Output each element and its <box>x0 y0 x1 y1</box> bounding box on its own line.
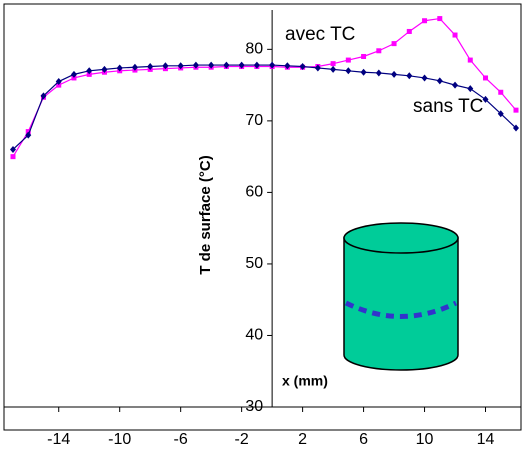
marker <box>497 110 504 118</box>
marker <box>452 32 458 38</box>
annotation: avec TC <box>285 24 355 45</box>
marker <box>513 107 519 113</box>
marker <box>391 70 398 78</box>
marker <box>25 129 31 135</box>
marker <box>361 53 367 59</box>
x-tick-label: 14 <box>477 431 495 448</box>
marker <box>131 63 138 71</box>
x-axis-title: x (mm) <box>282 373 328 389</box>
marker <box>422 18 428 24</box>
marker <box>498 89 504 95</box>
marker <box>147 63 154 71</box>
marker <box>437 16 443 22</box>
marker <box>162 62 169 70</box>
marker <box>299 63 306 71</box>
marker <box>269 61 276 69</box>
marker <box>40 92 47 100</box>
marker <box>86 67 93 75</box>
marker <box>391 41 397 47</box>
y-tick-label: 80 <box>245 41 263 58</box>
plot-frame <box>3 3 522 431</box>
marker <box>55 78 62 86</box>
series-line <box>12 64 517 150</box>
marker <box>376 48 382 54</box>
marker <box>406 28 412 34</box>
y-tick-label: 40 <box>245 327 263 344</box>
marker <box>238 61 245 69</box>
marker <box>345 67 352 75</box>
marker <box>101 65 108 73</box>
marker <box>406 72 413 80</box>
marker <box>10 145 16 153</box>
marker <box>10 154 16 160</box>
marker <box>436 77 443 85</box>
x-tick-label: -6 <box>174 431 188 448</box>
marker <box>483 75 489 81</box>
marker <box>330 65 337 73</box>
x-tick-label: -2 <box>235 431 249 448</box>
marker <box>482 95 489 103</box>
x-tick-label: 6 <box>359 431 368 448</box>
marker <box>360 68 367 76</box>
marker <box>452 81 459 89</box>
marker <box>25 131 32 139</box>
annotation: sans TC <box>413 96 483 117</box>
y-tick-label: 70 <box>245 112 263 129</box>
y-axis-title: T de surface (°C) <box>197 155 214 274</box>
marker <box>375 69 382 77</box>
marker <box>421 74 428 82</box>
x-tick-label: -10 <box>108 431 131 448</box>
marker <box>177 62 184 70</box>
marker <box>223 61 230 69</box>
x-tick-label: 2 <box>298 431 307 448</box>
marker <box>467 57 473 63</box>
marker <box>86 71 92 77</box>
cylinder-illustration <box>343 222 459 371</box>
x-tick-label: 10 <box>416 431 434 448</box>
marker <box>192 61 199 69</box>
y-tick-label: 30 <box>245 398 263 415</box>
marker <box>284 62 291 70</box>
marker <box>345 57 351 63</box>
x-tick-label: -14 <box>47 431 70 448</box>
marker <box>467 85 474 93</box>
marker <box>56 82 62 88</box>
marker <box>71 75 77 81</box>
marker <box>513 124 519 132</box>
marker <box>70 70 77 78</box>
marker <box>208 61 215 69</box>
marker <box>330 61 336 67</box>
marker <box>314 64 321 72</box>
marker <box>253 61 260 69</box>
y-tick-label: 50 <box>245 255 263 272</box>
series-line <box>12 17 517 157</box>
y-tick-label: 60 <box>245 184 263 201</box>
marker <box>116 64 123 72</box>
